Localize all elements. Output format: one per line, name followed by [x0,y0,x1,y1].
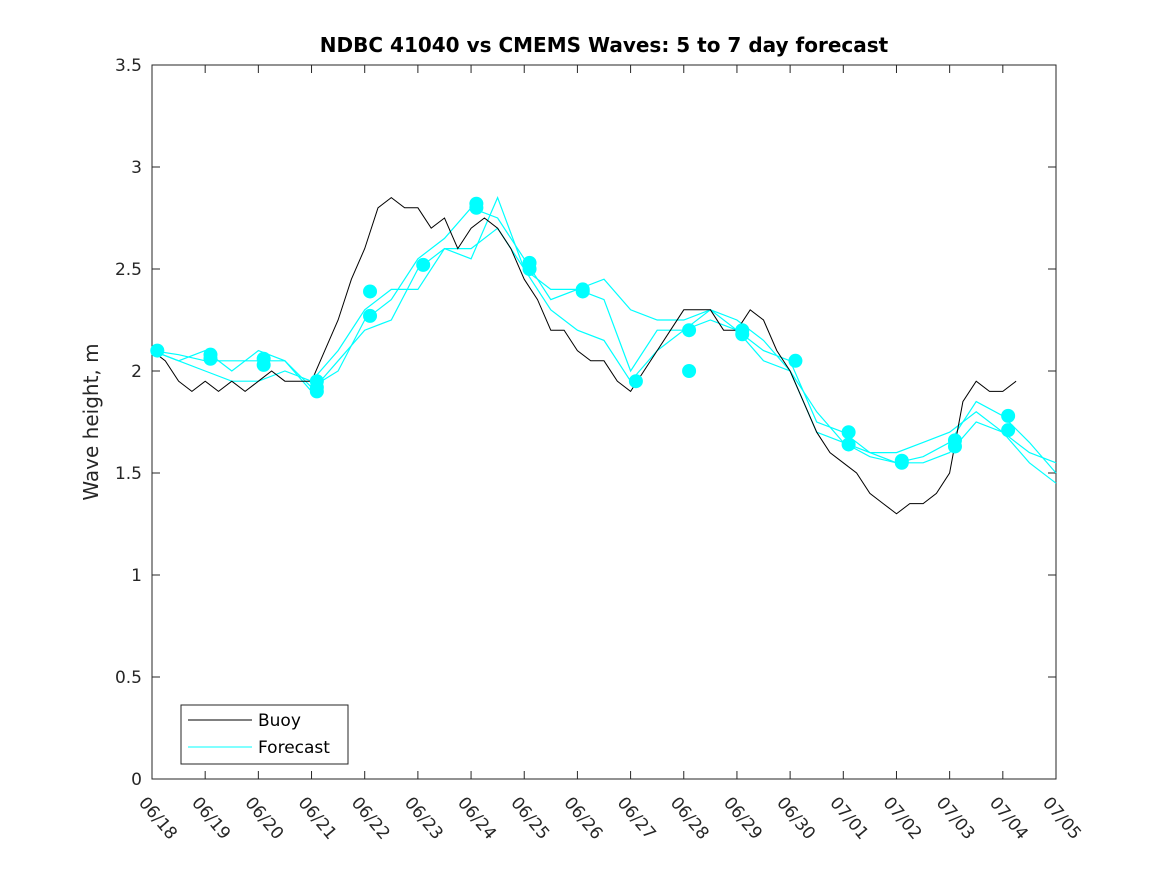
x-tick-label: 06/21 [294,793,341,843]
x-tick-label: 06/27 [613,793,660,843]
legend-buoy-label: Buoy [258,711,301,731]
y-axis-ticks: 0 0.5 1 1.5 2 2.5 3 3.5 [115,56,1056,790]
forecast-marker [682,323,697,338]
x-tick-label: 06/30 [772,793,819,843]
x-tick-label: 07/04 [985,793,1032,843]
buoy-line [151,196,1017,515]
forecast-marker [682,364,697,378]
x-tick-label: 06/25 [506,793,553,843]
x-tick-label: 07/05 [1038,793,1085,843]
forecast-marker [894,455,909,470]
y-tick-label: 3 [131,158,142,178]
x-tick-label: 06/26 [560,793,607,843]
forecast-marker [788,353,803,368]
forecast-run-line [151,195,1057,484]
x-tick-label: 06/24 [453,793,500,843]
y-tick-label: 3.5 [115,56,142,76]
forecast-marker [256,357,271,372]
forecast-marker [575,284,590,299]
plot-area [151,64,1057,780]
forecast-marker [628,374,643,389]
y-tick-label: 0.5 [115,668,142,688]
forecast-marker [203,351,218,366]
forecast-marker [841,437,856,452]
forecast-marker [1001,408,1016,423]
forecast-marker [522,262,537,276]
legend-forecast-label: Forecast [258,738,330,758]
forecast-marker [363,284,378,299]
forecast-marker [416,257,431,272]
legend: Buoy Forecast [180,704,349,765]
y-tick-label: 1 [131,566,142,586]
y-tick-label: 0 [131,770,142,790]
chart-title: NDBC 41040 vs CMEMS Waves: 5 to 7 day fo… [320,33,889,57]
x-tick-label: 07/01 [825,793,872,843]
x-tick-label: 06/20 [241,793,288,843]
x-tick-label: 06/29 [719,793,766,843]
y-tick-label: 1.5 [115,464,142,484]
y-tick-label: 2.5 [115,260,142,280]
x-tick-label: 06/18 [134,793,181,843]
y-tick-label: 2 [131,362,142,382]
forecast-marker [841,425,856,440]
x-tick-label: 06/28 [666,793,713,843]
series-layer [150,195,1057,515]
forecast-marker [469,200,484,215]
forecast-marker [1001,423,1016,438]
x-tick-label: 07/03 [932,793,979,843]
x-tick-label: 06/23 [400,793,447,843]
forecast-marker [363,308,378,323]
x-tick-label: 06/22 [347,793,394,843]
forecast-run-line [151,227,1057,464]
forecast-marker [735,327,750,342]
forecast-marker [150,343,165,358]
forecast-marker [309,384,324,399]
x-tick-label: 07/02 [879,793,926,843]
x-tick-label: 06/19 [187,793,234,843]
forecast-marker [947,439,962,454]
legend-box [180,704,349,765]
y-axis-label: Wave height, m [79,343,103,500]
